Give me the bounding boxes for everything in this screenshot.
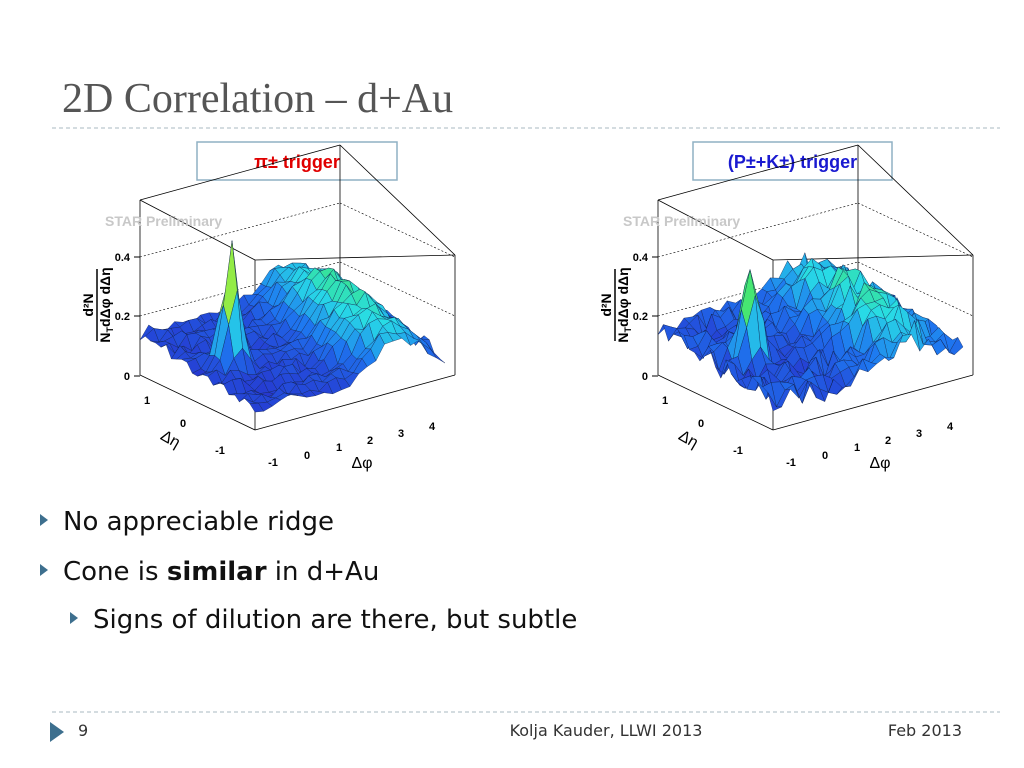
phi-tick-label: 0 — [304, 450, 310, 462]
bullet-text: Cone is similar in d+Au — [63, 557, 379, 587]
denominator-subscript: T — [623, 327, 633, 333]
z-tick-label: 0.4 — [115, 252, 131, 264]
denominator-part: dΔφ dΔη — [97, 267, 113, 327]
z-label-numerator: d²N — [598, 293, 614, 316]
phi-axis-label: Δφ — [869, 455, 890, 472]
eta-axis-label: Δη — [158, 427, 183, 452]
phi-axis-label: Δφ — [351, 455, 372, 472]
box-grid — [857, 261, 974, 317]
phi-tick-label: 0 — [822, 450, 828, 462]
bullet-marker — [40, 564, 48, 576]
eta-axis-label: Δη — [676, 427, 701, 452]
footer-icon — [50, 722, 64, 742]
denominator-part: N — [615, 333, 631, 343]
surface-cell — [767, 392, 782, 412]
box-edge — [139, 199, 256, 261]
box-edge — [857, 144, 974, 256]
phi-tick-label: 2 — [367, 435, 373, 447]
box-grid — [857, 202, 974, 258]
z-tick-label: 0 — [124, 371, 130, 383]
box-edge — [657, 144, 859, 201]
box-edge — [254, 254, 456, 261]
eta-tick-label: 1 — [144, 395, 150, 407]
z-tick-label: 0.4 — [633, 252, 649, 264]
bullet-text: No appreciable ridge — [63, 507, 334, 537]
phi-tick-label: 3 — [916, 428, 922, 440]
box-edge — [657, 374, 774, 431]
z-tick-label: 0.2 — [633, 311, 648, 323]
bullet-marker — [70, 612, 78, 624]
box-grid — [339, 261, 456, 317]
eta-tick-label: 1 — [662, 395, 668, 407]
box-edge — [339, 144, 456, 256]
trigger-label: π± trigger — [254, 152, 340, 172]
bullet-text-part: similar — [167, 557, 267, 587]
z-tick-label: 0.2 — [115, 311, 130, 323]
phi-tick-label: 1 — [854, 442, 860, 454]
phi-tick-label: 2 — [885, 435, 891, 447]
bullet-text-part: in d+Au — [267, 557, 380, 587]
trigger-label: (P±+K±) trigger — [728, 152, 857, 172]
box-grid — [139, 202, 341, 258]
surface — [657, 252, 964, 412]
slide-title: 2D Correlation – d+Au — [62, 76, 453, 122]
box-edge — [254, 374, 456, 431]
footer-date: Feb 2013 — [888, 721, 962, 740]
trigger-box — [692, 141, 893, 181]
phi-tick-label: 4 — [947, 421, 954, 433]
page-number: 9 — [78, 721, 88, 740]
box-edge — [772, 374, 974, 431]
phi-tick-label: 4 — [429, 421, 436, 433]
bullet-text-part: Cone is — [63, 557, 167, 587]
box-grid — [339, 202, 456, 258]
box-edge — [657, 199, 774, 261]
box-grid — [657, 202, 859, 258]
bullet-marker — [40, 514, 48, 526]
trigger-box — [196, 141, 398, 181]
eta-tick-label: -1 — [733, 445, 743, 457]
eta-tick-label: 0 — [698, 418, 704, 430]
surface — [139, 240, 446, 413]
box-edge — [139, 144, 341, 201]
watermark: STAR Preliminary — [105, 213, 222, 229]
z-tick-label: 0 — [642, 371, 648, 383]
phi-tick-label: -1 — [268, 457, 278, 469]
bullet-text-part: No appreciable ridge — [63, 507, 334, 537]
surface-cell — [249, 402, 264, 413]
z-label-denominator: NTdΔφ dΔη — [615, 267, 633, 342]
eta-tick-label: 0 — [180, 418, 186, 430]
denominator-part: N — [97, 333, 113, 343]
watermark: STAR Preliminary — [623, 213, 740, 229]
phi-tick-label: -1 — [786, 457, 796, 469]
bullet-list: No appreciable ridge Cone is similar in d… — [40, 507, 577, 635]
phi-tick-label: 3 — [398, 428, 404, 440]
denominator-subscript: T — [105, 327, 115, 333]
eta-tick-label: -1 — [215, 445, 225, 457]
box-edge — [139, 374, 256, 431]
z-label-denominator: NTdΔφ dΔη — [97, 267, 115, 342]
z-label-numerator: d²N — [80, 293, 96, 316]
footer-author: Kolja Kauder, LLWI 2013 — [510, 721, 703, 740]
denominator-part: dΔφ dΔη — [615, 267, 631, 327]
bullet-text-part: Signs of dilution are there, but subtle — [93, 605, 577, 635]
correlation-plot: (P±+K±) trigger STAR Preliminary 0.4 0.2 0 d²… — [598, 141, 974, 472]
phi-tick-label: 1 — [336, 442, 342, 454]
bullet-text: Signs of dilution are there, but subtle — [93, 605, 577, 635]
